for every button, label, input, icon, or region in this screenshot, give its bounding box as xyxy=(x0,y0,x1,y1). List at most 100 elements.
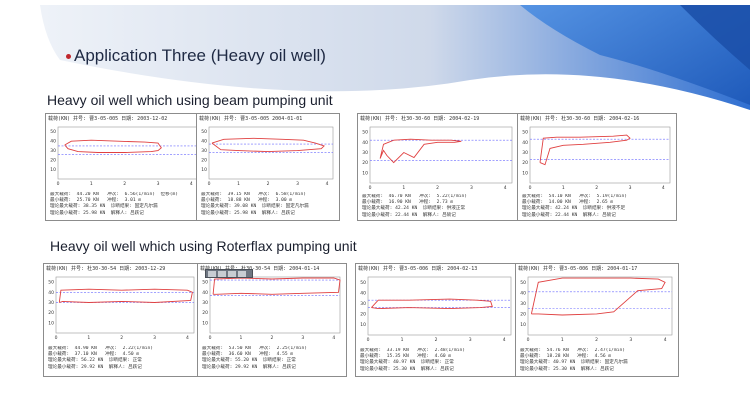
x-tick-label: 3 xyxy=(157,181,160,187)
y-tick-label: 10 xyxy=(520,322,526,328)
card-footer: 最大载荷: 54.10 KN 冲次: 5.19(1/min) 最小载荷: 14.… xyxy=(522,194,628,218)
y-tick-label: 50 xyxy=(48,280,54,286)
x-tick-label: 2 xyxy=(120,335,123,341)
card-footer: 最大载荷: 33.19 KN 冲次: 2.48(1/min) 最小载荷: 15.… xyxy=(360,348,466,372)
image-toolbar[interactable] xyxy=(205,269,253,278)
y-tick-label: 50 xyxy=(360,280,366,286)
x-tick-label: 4 xyxy=(504,185,507,191)
dynamometer-card-rotaflex-2: 载荷(KN) 井号: 杜30-30-54 日期: 2004-01-14 50 40… xyxy=(197,263,347,377)
x-tick-label: 3 xyxy=(296,181,299,187)
dynamometer-card-beam-2: 载荷(KN) 井号: 曹3-05-005 2004-01-01 50 40 30 20… xyxy=(196,113,340,221)
plot-frame xyxy=(55,276,195,334)
y-tick-label: 20 xyxy=(362,160,368,166)
x-tick-label: 1 xyxy=(401,337,404,343)
x-tick-label: 3 xyxy=(629,337,632,343)
print-icon[interactable] xyxy=(218,270,226,277)
x-tick-label: 0 xyxy=(529,185,532,191)
y-tick-label: 40 xyxy=(522,140,528,146)
y-tick-label: 40 xyxy=(48,290,54,296)
dynamometer-chart: 50 40 30 20 10 0 1 2 3 4 xyxy=(48,276,195,341)
y-tick-label: 30 xyxy=(50,148,56,154)
y-tick-label: 20 xyxy=(202,310,208,316)
y-tick-label: 30 xyxy=(48,300,54,306)
dynamometer-curve xyxy=(379,138,462,164)
y-tick-label: 20 xyxy=(520,311,526,317)
y-tick-label: 10 xyxy=(48,320,54,326)
x-tick-label: 0 xyxy=(367,337,370,343)
x-tick-label: 2 xyxy=(267,181,270,187)
plot-frame xyxy=(367,276,512,336)
save-icon[interactable] xyxy=(208,270,216,277)
plot-frame xyxy=(208,126,334,180)
dynamometer-curve xyxy=(371,298,493,310)
x-tick-label: 4 xyxy=(664,337,667,343)
y-tick-label: 30 xyxy=(522,150,528,156)
email-icon[interactable] xyxy=(228,270,236,277)
plot-frame xyxy=(369,126,513,184)
dynamometer-card-rotaflex-4: 载荷(KN) 井号: 曹3-05-006 日期: 2004-01-17 50 40… xyxy=(515,263,679,377)
card-footer: 最大载荷: 44.90 KN 冲次: 2.22(1/min) 最小载荷: 37.… xyxy=(48,346,154,370)
card-header: 载荷(KN) 井号: 杜30-30-54 日期: 2004-01-14 xyxy=(200,266,320,272)
card-header: 载荷(KN) 井号: 杜30-30-54 日期: 2003-12-29 xyxy=(46,266,166,272)
y-tick-label: 50 xyxy=(202,280,208,286)
y-tick-label: 10 xyxy=(50,167,56,173)
x-tick-label: 0 xyxy=(527,337,530,343)
dynamometer-curve xyxy=(212,277,341,295)
x-tick-label: 1 xyxy=(237,181,240,187)
y-tick-label: 40 xyxy=(202,290,208,296)
x-tick-label: 1 xyxy=(240,335,243,341)
y-tick-label: 40 xyxy=(520,290,526,296)
x-tick-label: 1 xyxy=(562,185,565,191)
dynamometer-chart: 50 40 30 20 10 0 1 2 3 4 xyxy=(362,126,513,191)
y-tick-label: 50 xyxy=(522,130,528,136)
dynamometer-card-beam-1: 载荷(KN) 井号: 曹3-05-005 日期: 2003-12-02 50 40… xyxy=(45,113,205,221)
x-tick-label: 4 xyxy=(190,181,193,187)
y-tick-label: 20 xyxy=(360,311,366,317)
x-tick-label: 3 xyxy=(629,185,632,191)
x-tick-label: 4 xyxy=(326,181,329,187)
dynamometer-curve xyxy=(211,137,325,153)
y-tick-label: 30 xyxy=(201,148,207,154)
slide-title: Application Three (Heavy oil well) xyxy=(66,46,326,66)
x-tick-label: 4 xyxy=(186,335,189,341)
x-tick-label: 3 xyxy=(301,335,304,341)
x-tick-label: 2 xyxy=(123,181,126,187)
folder-icon[interactable] xyxy=(238,270,246,277)
y-tick-label: 40 xyxy=(362,140,368,146)
x-tick-label: 0 xyxy=(208,181,211,187)
y-tick-label: 30 xyxy=(362,150,368,156)
card-header: 载荷(KN) 井号: 曹3-05-005 日期: 2003-12-02 xyxy=(48,116,168,122)
x-tick-label: 3 xyxy=(469,337,472,343)
y-tick-label: 40 xyxy=(50,139,56,145)
plot-frame xyxy=(529,126,671,184)
bullet-icon xyxy=(66,54,71,60)
section-heading-beam: Heavy oil well which using beam pumping … xyxy=(47,92,333,108)
x-tick-label: 2 xyxy=(595,185,598,191)
card-header: 载荷(KN) 井号: 曹3-05-006 日期: 2004-01-17 xyxy=(518,266,638,272)
y-tick-label: 20 xyxy=(50,158,56,164)
x-tick-label: 4 xyxy=(662,185,665,191)
dynamometer-chart: 50 40 30 20 10 0 1 2 3 4 xyxy=(360,276,512,343)
card-footer: 最大载荷: 54.76 KN 冲次: 2.47(1/min) 最小载荷: 18.… xyxy=(520,348,628,372)
x-tick-label: 2 xyxy=(595,337,598,343)
x-tick-label: 2 xyxy=(436,185,439,191)
plot-frame xyxy=(209,276,341,334)
y-tick-label: 10 xyxy=(360,322,366,328)
y-tick-label: 10 xyxy=(201,167,207,173)
dynamometer-chart: 50 40 30 20 10 0 1 2 3 4 xyxy=(202,276,341,341)
card-footer: 最大载荷: 39.15 KN 冲次: 6.58(1/min) 最小载荷: 18.… xyxy=(201,192,309,216)
x-tick-label: 1 xyxy=(87,335,90,341)
y-tick-label: 40 xyxy=(360,290,366,296)
y-tick-label: 50 xyxy=(362,130,368,136)
x-tick-label: 0 xyxy=(369,185,372,191)
x-tick-label: 1 xyxy=(561,337,564,343)
card-header: 载荷(KN) 井号: 杜30-30-60 日期: 2004-02-16 xyxy=(520,116,640,122)
plot-frame xyxy=(57,126,199,180)
dynamometer-card-rotaflex-3: 载荷(KN) 井号: 曹3-05-006 日期: 2004-02-13 50 40… xyxy=(355,263,518,377)
x-tick-label: 0 xyxy=(57,181,60,187)
x-tick-label: 1 xyxy=(90,181,93,187)
dynamometer-chart: 50 40 30 20 10 0 1 2 3 4 xyxy=(520,276,673,343)
y-tick-label: 30 xyxy=(520,301,526,307)
card-footer: 最大载荷: 44.20 KN 冲次: 6.56(1/min) 位移(m) 最小载… xyxy=(50,192,179,216)
